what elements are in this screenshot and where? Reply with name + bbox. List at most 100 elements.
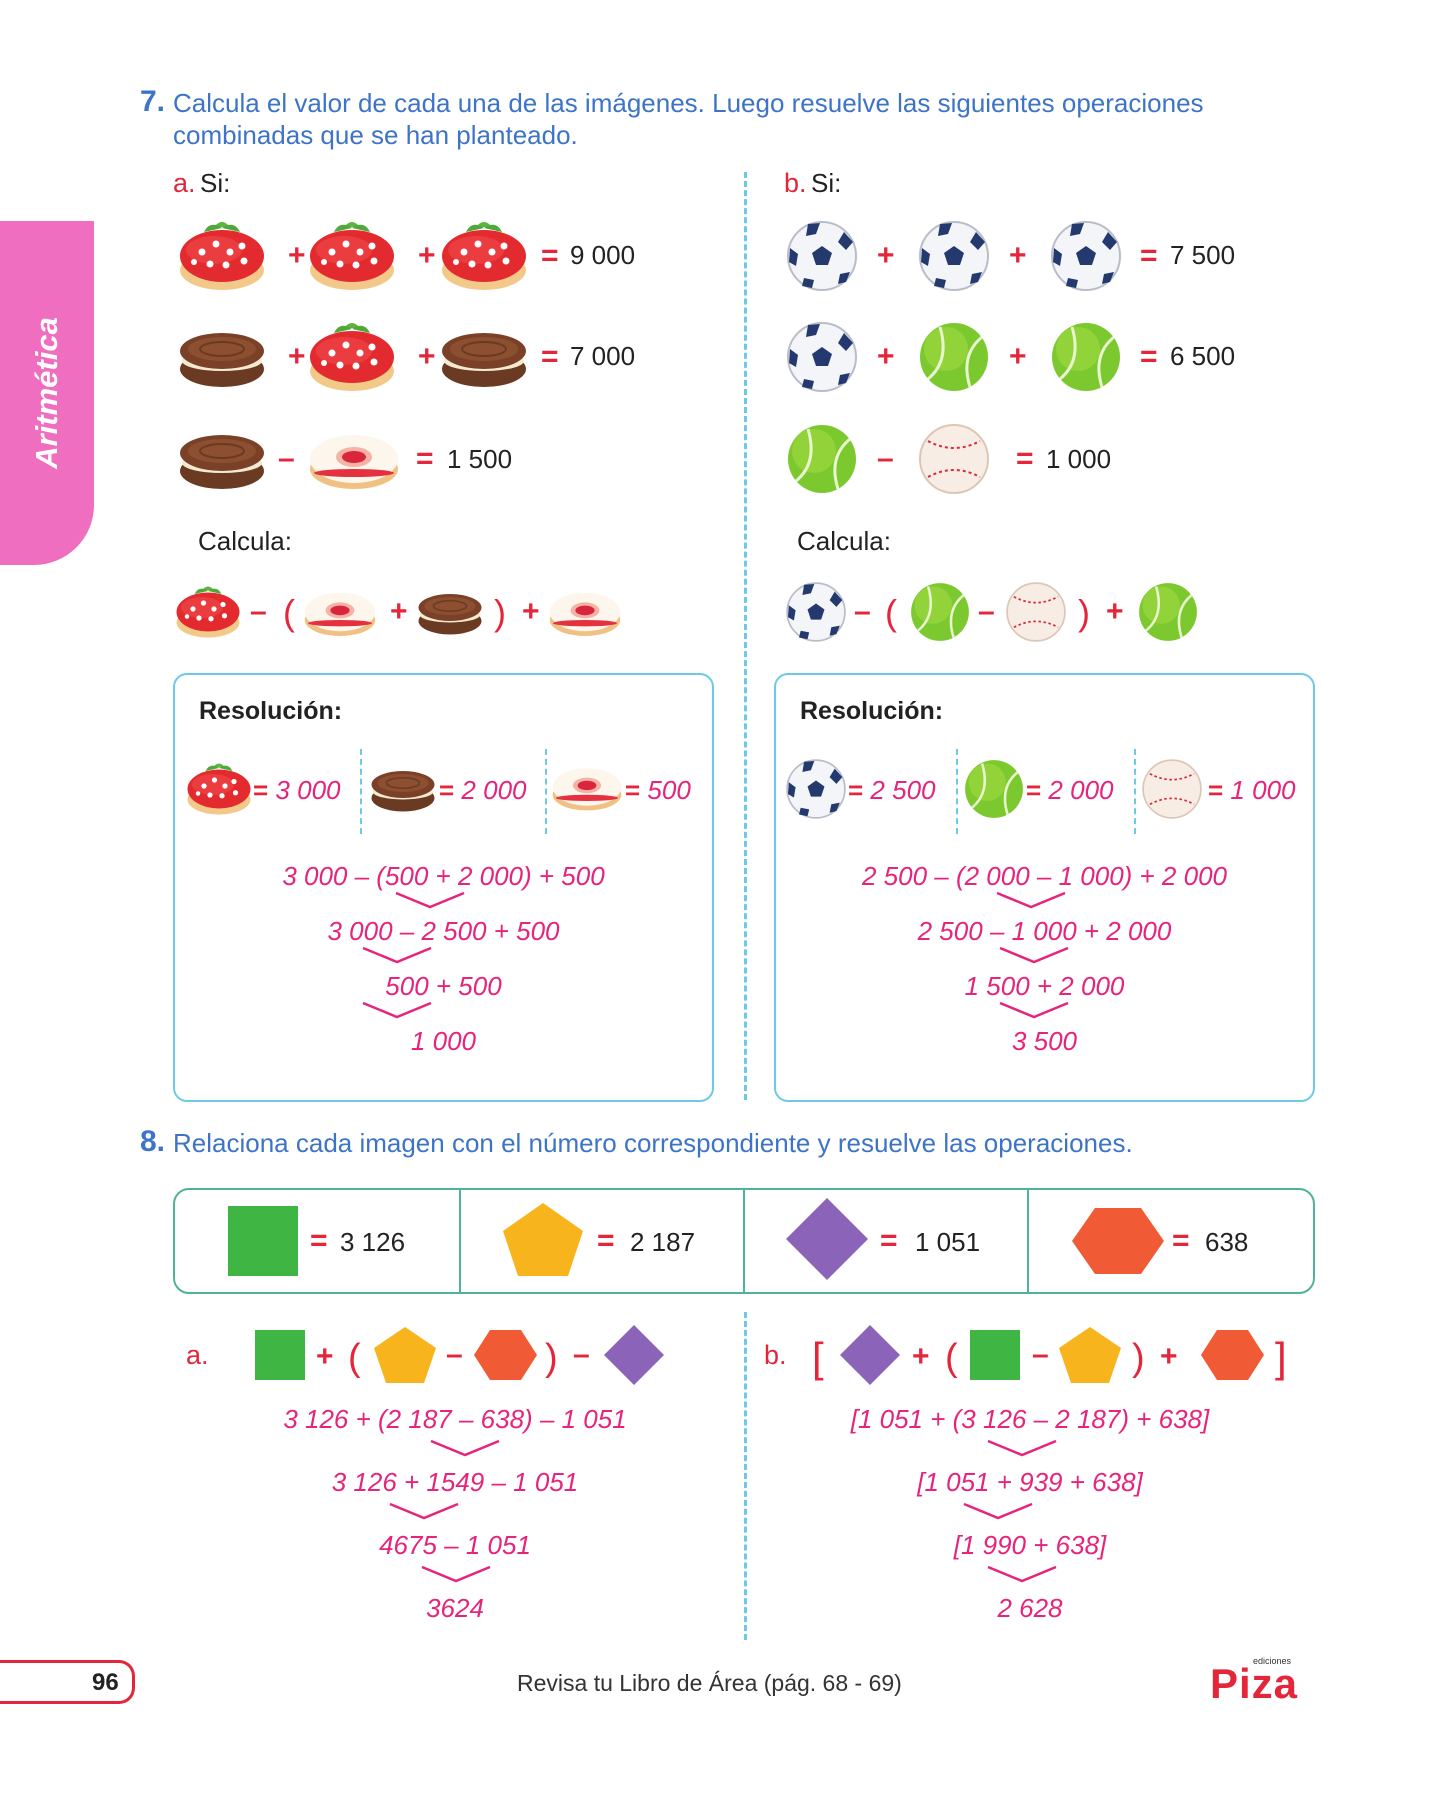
plus-sign: + [288,239,306,272]
q7a-step4: 1 000 [410,1026,477,1056]
bracket-icon [995,891,1067,909]
yellow-pentagon-icon [374,1327,436,1383]
svg-text:(: ( [283,592,295,633]
svg-text:–: – [250,595,267,628]
q7a-label: a. [173,168,196,198]
soccer-ball-icon [787,322,857,392]
divider [545,749,547,834]
svg-text:+: + [877,340,895,373]
svg-text:+: + [1160,1340,1178,1373]
svg-text:+: + [1009,340,1027,373]
q7a-step1: 3 000 – (500 + 2 000) + 500 [282,861,605,891]
q7a-v3: = 500 [625,775,691,805]
svg-text:=: = [1016,442,1034,475]
svg-text:+: + [316,1340,334,1373]
divider-q8 [744,1312,747,1640]
svg-text:+: + [522,595,540,628]
cookie-icon [179,434,265,490]
svg-text:–: – [1032,1338,1049,1371]
tennis-ball-icon [963,758,1025,820]
q7b-header: b. Si: [784,168,841,199]
q7a-eq3-value: 1 500 [447,444,513,474]
q7b-step1: 2 500 – (2 000 – 1 000) + 2 000 [861,861,1227,891]
q7b-v3: = 1 000 [1208,775,1296,805]
jam-cookie-icon [304,592,376,636]
q8b-expression: [ + ( – ) + ] [812,1325,1287,1583]
svg-text:=: = [880,1224,898,1257]
svg-text:–: – [573,1338,590,1371]
divider [1134,749,1136,834]
question-8-number: 8. [140,1125,166,1158]
q7b-v2: = 2 000 [1026,775,1114,805]
svg-text:): ) [1132,1337,1145,1379]
cookie-icon [179,332,265,388]
svg-text:): ) [1078,592,1090,633]
orange-hexagon-icon [474,1330,537,1380]
equals-sign: = [541,239,559,272]
svg-text:=: = [310,1224,328,1257]
q8a-label: a. [186,1340,209,1370]
bracket-icon [394,891,466,909]
question-7-text-line2: combinadas que se han planteado. [173,120,578,150]
brand-logo: Piza [1210,1660,1299,1707]
q8b-label: b. [764,1340,787,1370]
jam-cookie-icon [549,592,621,636]
bracket-icon [388,1502,460,1520]
orange-hexagon-icon [1072,1208,1164,1274]
tennis-ball-icon [1137,581,1199,643]
side-tab: Aritmética [0,221,94,565]
baseball-icon [1142,759,1202,819]
bracket-icon [962,1502,1034,1520]
plus-sign: + [418,340,436,373]
legend-hexagon-value: 638 [1205,1227,1249,1257]
svg-text:=: = [1172,1224,1190,1257]
jam-cookie-icon [552,768,622,811]
baseball-icon [919,424,989,494]
tennis-ball-icon [1050,321,1122,393]
soccer-ball-icon [787,221,857,291]
q7a-step3: 500 + 500 [385,971,502,1001]
q7b-step2: 2 500 – 1 000 + 2 000 [917,916,1172,946]
cake-icon [180,222,264,290]
green-square-icon [228,1206,298,1276]
cookie-icon [417,593,483,636]
legend-pentagon-value: 2 187 [630,1227,696,1257]
divider [956,749,958,834]
soccer-ball-icon [786,582,846,642]
svg-text:–: – [978,595,995,628]
q7b-resolucion-title: Resolución: [800,697,944,725]
q7b-si: Si: [810,168,842,198]
q8a-step2: 3 126 + 1549 – 1 051 [331,1467,579,1497]
q8a-step4: 3624 [426,1593,484,1623]
question-7-text-line1: Calcula el valor de cada una de las imág… [173,88,1204,118]
brand-small: ediciones [1253,1656,1292,1666]
tennis-ball-icon [909,581,971,643]
svg-text:–: – [877,442,894,475]
green-square-icon [970,1330,1020,1380]
q7b-eq3-value: 1 000 [1046,444,1112,474]
q7b-equations: + + = + + = – = – ( – ) + [786,221,1199,643]
cake-icon [442,222,526,290]
tennis-ball-icon [786,423,858,495]
soccer-ball-icon [1051,221,1121,291]
bracket-icon [420,1565,492,1583]
q8a-expression: + ( – ) – [255,1325,664,1583]
q7a-si: Si: [199,168,231,198]
cookie-icon [370,770,436,813]
q7a-calcula: Calcula: [198,526,292,556]
green-square-icon [255,1330,305,1380]
bracket-icon [998,1001,1070,1019]
cake-icon [310,323,394,391]
question-7-number: 7. [140,85,166,118]
divider-q7 [744,172,747,1100]
q7b-step4: 3 500 [1011,1026,1078,1056]
cake-icon [310,222,394,290]
q8b-step1: [1 051 + (3 126 – 2 187) + 638] [850,1404,1210,1434]
jam-cookie-icon [310,435,398,489]
svg-text:): ) [545,1337,558,1379]
q7a-step2: 3 000 – 2 500 + 500 [327,916,560,946]
svg-text:(: ( [945,1337,958,1379]
bracket-icon [986,1439,1058,1457]
q8b-step3: [1 990 + 638] [953,1530,1107,1560]
page-number-tab: 96 [0,1660,135,1704]
